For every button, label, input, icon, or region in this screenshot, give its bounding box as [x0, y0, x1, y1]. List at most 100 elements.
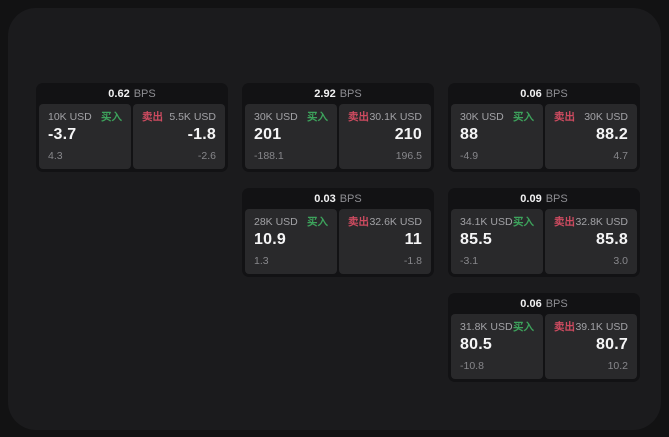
- sell-label: 卖出: [348, 111, 369, 123]
- quote-card: 0.06 BPS 31.8K USD 买入 80.5 -10.8 卖出 39.1…: [448, 293, 640, 382]
- buy-tile[interactable]: 28K USD 买入 10.9 1.3: [245, 209, 337, 274]
- bps-unit: BPS: [545, 192, 568, 205]
- buy-price: 10.9: [254, 230, 286, 248]
- quotes-grid: 0.62 BPS 10K USD 买入 -3.7 4.3 卖出 5.5K USD…: [36, 83, 640, 382]
- buy-amount: 28K USD: [254, 216, 298, 228]
- buy-amount: 31.8K USD: [460, 321, 513, 333]
- bps-unit: BPS: [133, 87, 156, 100]
- buy-amount: 30K USD: [254, 111, 298, 123]
- buy-tile[interactable]: 10K USD 买入 -3.7 4.3: [39, 104, 131, 169]
- card-body: 28K USD 买入 10.9 1.3 卖出 32.6K USD 11 -1.8: [242, 209, 434, 277]
- sell-price: 80.7: [596, 335, 628, 353]
- buy-label: 买入: [513, 216, 534, 228]
- quote-card: 2.92 BPS 30K USD 买入 201 -188.1 卖出 30.1K …: [242, 83, 434, 172]
- card-header: 0.06 BPS: [448, 83, 640, 104]
- sell-amount: 30.1K USD: [369, 111, 422, 123]
- sell-amount: 5.5K USD: [169, 111, 216, 123]
- sell-price: -1.8: [187, 125, 216, 143]
- bps-unit: BPS: [545, 297, 568, 310]
- sell-change: 4.7: [613, 150, 628, 163]
- card-body: 34.1K USD 买入 85.5 -3.1 卖出 32.8K USD 85.8…: [448, 209, 640, 277]
- buy-amount: 10K USD: [48, 111, 92, 123]
- buy-change: -4.9: [460, 150, 479, 163]
- sell-change: 3.0: [613, 255, 628, 268]
- sell-label: 卖出: [142, 111, 163, 123]
- buy-price: 88: [460, 125, 479, 143]
- card-body: 10K USD 买入 -3.7 4.3 卖出 5.5K USD -1.8 -2.…: [36, 104, 228, 172]
- buy-price: 201: [254, 125, 282, 143]
- sell-tile-header: 卖出 39.1K USD: [554, 321, 628, 334]
- sell-tile[interactable]: 卖出 30.1K USD 210 196.5: [339, 104, 431, 169]
- buy-tile[interactable]: 31.8K USD 买入 80.5 -10.8: [451, 314, 543, 379]
- bps-value: 0.62: [108, 87, 130, 100]
- sell-label: 卖出: [348, 216, 369, 228]
- buy-tile[interactable]: 34.1K USD 买入 85.5 -3.1: [451, 209, 543, 274]
- sell-tile[interactable]: 卖出 39.1K USD 80.7 10.2: [545, 314, 637, 379]
- bps-value: 0.06: [520, 297, 542, 310]
- buy-price: -3.7: [48, 125, 77, 143]
- sell-tile[interactable]: 卖出 30K USD 88.2 4.7: [545, 104, 637, 169]
- sell-amount: 30K USD: [584, 111, 628, 123]
- sell-label: 卖出: [554, 111, 575, 123]
- quote-card: 0.03 BPS 28K USD 买入 10.9 1.3 卖出 32.6K US…: [242, 188, 434, 277]
- buy-label: 买入: [513, 111, 534, 123]
- main-panel: 0.62 BPS 10K USD 买入 -3.7 4.3 卖出 5.5K USD…: [8, 8, 661, 430]
- sell-tile-header: 卖出 32.6K USD: [348, 216, 422, 229]
- quote-card: 0.09 BPS 34.1K USD 买入 85.5 -3.1 卖出 32.8K…: [448, 188, 640, 277]
- buy-price: 85.5: [460, 230, 492, 248]
- buy-amount: 34.1K USD: [460, 216, 513, 228]
- sell-amount: 32.6K USD: [369, 216, 422, 228]
- sell-tile[interactable]: 卖出 32.6K USD 11 -1.8: [339, 209, 431, 274]
- bps-value: 0.03: [314, 192, 336, 205]
- sell-price: 85.8: [596, 230, 628, 248]
- buy-tile-header: 30K USD 买入: [460, 111, 534, 124]
- card-header: 0.09 BPS: [448, 188, 640, 209]
- card-body: 30K USD 买入 201 -188.1 卖出 30.1K USD 210 1…: [242, 104, 434, 172]
- buy-tile[interactable]: 30K USD 买入 88 -4.9: [451, 104, 543, 169]
- bps-value: 0.06: [520, 87, 542, 100]
- buy-change: -10.8: [460, 360, 484, 373]
- sell-change: -2.6: [197, 150, 216, 163]
- sell-label: 卖出: [554, 216, 575, 228]
- sell-change: 10.2: [607, 360, 628, 373]
- sell-tile-header: 卖出 30K USD: [554, 111, 628, 124]
- bps-unit: BPS: [339, 87, 362, 100]
- buy-label: 买入: [307, 111, 328, 123]
- card-header: 0.03 BPS: [242, 188, 434, 209]
- buy-tile-header: 10K USD 买入: [48, 111, 122, 124]
- bps-value: 0.09: [520, 192, 542, 205]
- buy-label: 买入: [101, 111, 122, 123]
- card-header: 0.62 BPS: [36, 83, 228, 104]
- sell-price: 88.2: [596, 125, 628, 143]
- buy-tile-header: 31.8K USD 买入: [460, 321, 534, 334]
- buy-tile[interactable]: 30K USD 买入 201 -188.1: [245, 104, 337, 169]
- quote-card: 0.62 BPS 10K USD 买入 -3.7 4.3 卖出 5.5K USD…: [36, 83, 228, 172]
- bps-unit: BPS: [545, 87, 568, 100]
- bps-unit: BPS: [339, 192, 362, 205]
- sell-label: 卖出: [554, 321, 575, 333]
- sell-price: 11: [404, 230, 422, 248]
- sell-tile-header: 卖出 5.5K USD: [142, 111, 216, 124]
- sell-amount: 32.8K USD: [575, 216, 628, 228]
- card-body: 30K USD 买入 88 -4.9 卖出 30K USD 88.2 4.7: [448, 104, 640, 172]
- sell-change: 196.5: [395, 150, 422, 163]
- buy-amount: 30K USD: [460, 111, 504, 123]
- sell-tile-header: 卖出 32.8K USD: [554, 216, 628, 229]
- sell-amount: 39.1K USD: [575, 321, 628, 333]
- sell-tile[interactable]: 卖出 5.5K USD -1.8 -2.6: [133, 104, 225, 169]
- sell-tile[interactable]: 卖出 32.8K USD 85.8 3.0: [545, 209, 637, 274]
- sell-change: -1.8: [403, 255, 422, 268]
- buy-tile-header: 30K USD 买入: [254, 111, 328, 124]
- sell-price: 210: [394, 125, 422, 143]
- sell-tile-header: 卖出 30.1K USD: [348, 111, 422, 124]
- card-header: 0.06 BPS: [448, 293, 640, 314]
- buy-change: -3.1: [460, 255, 479, 268]
- buy-change: -188.1: [254, 150, 284, 163]
- buy-tile-header: 28K USD 买入: [254, 216, 328, 229]
- buy-price: 80.5: [460, 335, 492, 353]
- buy-tile-header: 34.1K USD 买入: [460, 216, 534, 229]
- buy-change: 4.3: [48, 150, 63, 163]
- card-body: 31.8K USD 买入 80.5 -10.8 卖出 39.1K USD 80.…: [448, 314, 640, 382]
- card-header: 2.92 BPS: [242, 83, 434, 104]
